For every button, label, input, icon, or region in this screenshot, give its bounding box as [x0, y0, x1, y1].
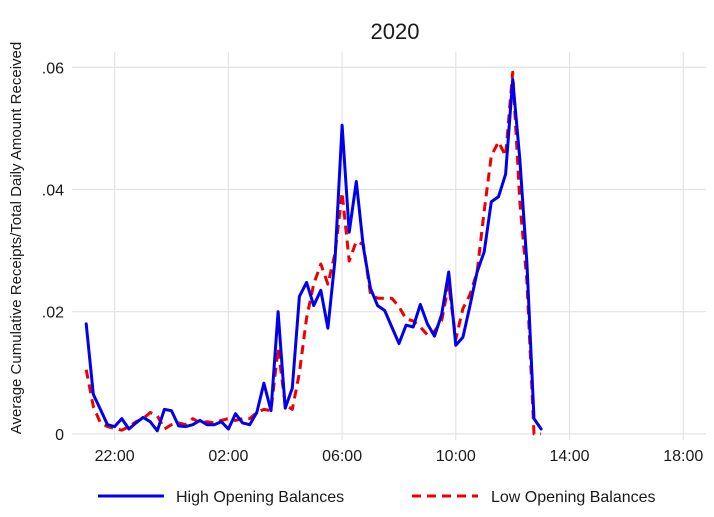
- x-tick-label: 14:00: [550, 448, 590, 465]
- legend: High Opening Balances Low Opening Balanc…: [98, 489, 656, 506]
- y-axis-label: Average Cumulative Receipts/Total Daily …: [8, 42, 25, 434]
- tick-labels: 0 .02 .04 .06 22:00 02:00 06:00 10:00 14:00 18:00: [42, 60, 704, 465]
- y-tick-label: 0: [55, 427, 64, 444]
- series-line-low-opening-balances: [84, 70, 542, 436]
- x-tick-label: 22:00: [95, 448, 135, 465]
- series-line-high-opening-balances: [84, 78, 543, 433]
- x-tick-label: 18:00: [663, 448, 703, 465]
- legend-label-low: Low Opening Balances: [491, 489, 656, 506]
- x-tick-label: 10:00: [436, 448, 476, 465]
- series-lines: [84, 70, 543, 436]
- legend-label-high: High Opening Balances: [176, 489, 344, 506]
- y-tick-label: .02: [42, 305, 64, 322]
- y-tick-label: .06: [42, 60, 64, 77]
- chart-title: 2020: [371, 19, 420, 44]
- y-tick-label: .04: [42, 182, 64, 199]
- x-tick-label: 06:00: [322, 448, 362, 465]
- x-tick-label: 02:00: [208, 448, 248, 465]
- grid-lines: [72, 52, 706, 440]
